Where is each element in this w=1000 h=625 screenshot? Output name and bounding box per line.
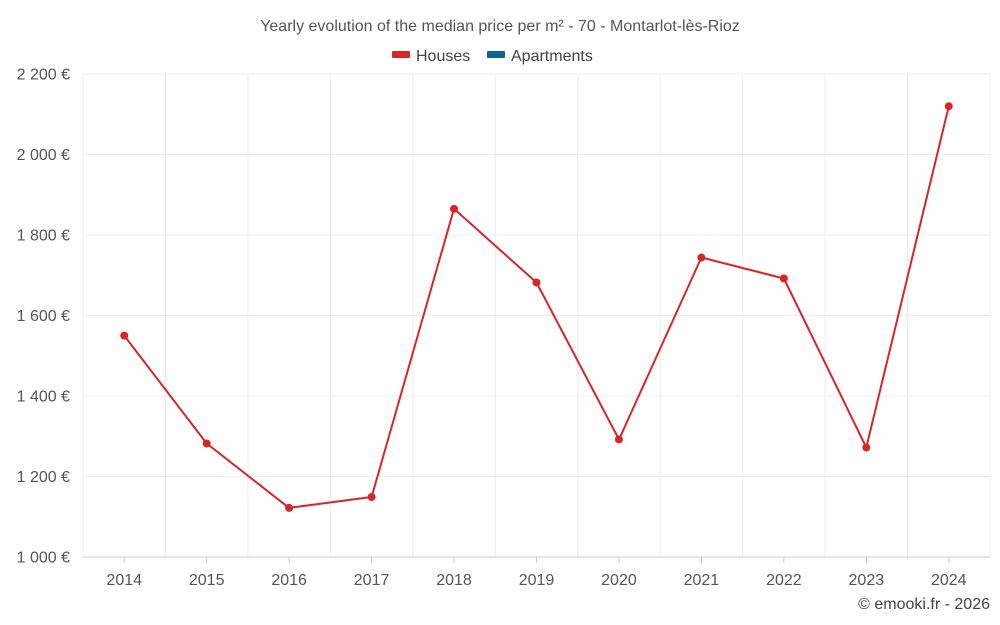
data-point-houses [202,439,211,448]
chart-title: Yearly evolution of the median price per… [260,18,740,35]
y-axis: 1 000 € 1 200 € 1 400 € 1 600 € 1 800 € 2 000… [17,67,70,567]
y-tick-label: 1 400 € [17,389,70,406]
series-layer [120,102,953,512]
x-tick-label: 2016 [271,572,307,589]
y-tick-label: 1 200 € [17,469,70,486]
x-tick-label: 2014 [106,572,142,589]
legend-item-apartments[interactable]: Apartments [487,48,593,65]
legend-label-houses: Houses [416,48,470,65]
data-point-houses [120,331,129,340]
legend-label-apartments: Apartments [511,48,593,65]
data-point-houses [944,102,953,111]
y-tick-label: 1 600 € [17,308,70,325]
y-tick-label: 2 000 € [17,147,70,164]
x-tick-label: 2018 [436,572,472,589]
x-tick-label: 2023 [849,572,885,589]
data-point-houses [779,274,788,283]
data-point-houses [450,204,459,213]
credit-text: © emooki.fr - 2026 [858,596,990,613]
data-point-houses [614,435,623,444]
data-point-houses [697,253,706,262]
y-tick-label: 1 000 € [17,550,70,567]
y-tick-label: 2 200 € [17,67,70,84]
x-tick-label: 2024 [931,572,967,589]
legend-swatch-houses [392,51,410,58]
data-point-houses [862,443,871,452]
x-tick-label: 2017 [354,572,390,589]
x-tick-label: 2015 [189,572,225,589]
x-tick-label: 2019 [519,572,555,589]
x-tick-label: 2022 [766,572,802,589]
data-point-houses [367,493,376,502]
x-tick-label: 2021 [684,572,720,589]
data-point-houses [285,503,294,512]
x-tick-label: 2020 [601,572,637,589]
x-axis: 2014 2015 2016 2017 2018 2019 2020 2021 2022 2023… [106,557,967,589]
legend: Houses Apartments [392,48,593,65]
y-tick-label: 1 800 € [17,228,70,245]
legend-swatch-apartments [487,51,505,58]
legend-item-houses[interactable]: Houses [392,48,470,65]
gridlines [82,73,991,557]
data-point-houses [532,278,541,287]
